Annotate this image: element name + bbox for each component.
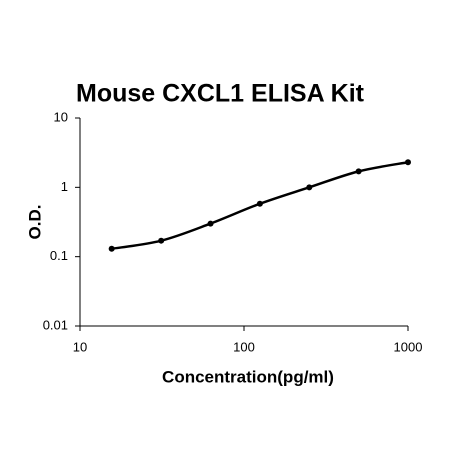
- data-point: [158, 237, 165, 244]
- x-tick-label: 100: [233, 339, 255, 354]
- data-point: [405, 159, 411, 166]
- y-tick-label: 10: [54, 109, 68, 124]
- data-point: [256, 200, 263, 207]
- y-axis-label: O.D.: [25, 205, 44, 240]
- data-point: [355, 168, 362, 175]
- data-point: [108, 245, 115, 252]
- y-tick-label: 0.01: [43, 317, 68, 332]
- x-tick-label: 10: [73, 339, 87, 354]
- data-point: [306, 184, 313, 191]
- x-tick-label: 1000: [394, 339, 423, 354]
- x-axis-label: Concentration(pg/ml): [162, 367, 334, 386]
- data-point: [207, 220, 214, 227]
- y-tick-label: 1: [61, 179, 68, 194]
- y-tick-label: 0.1: [50, 248, 68, 263]
- chart-title: Mouse CXCL1 ELISA Kit: [76, 80, 365, 108]
